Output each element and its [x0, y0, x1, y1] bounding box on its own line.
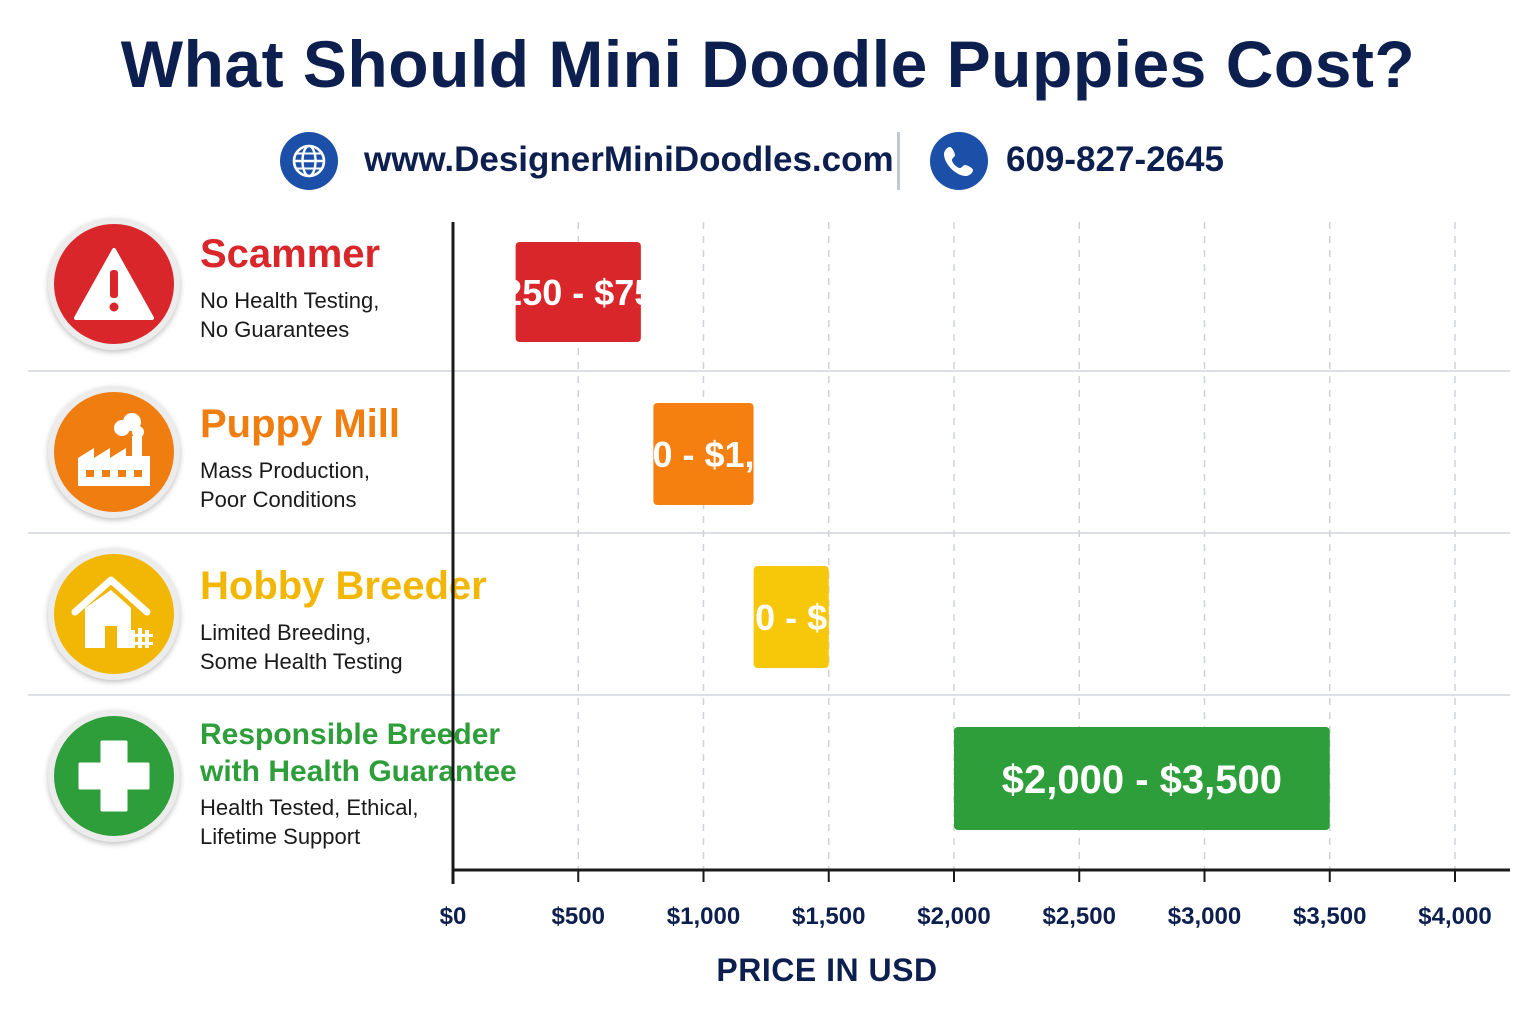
website-link[interactable]: www.DesignerMiniDoodles.com — [364, 140, 894, 179]
price-range-bar — [653, 403, 754, 505]
x-tick-label: $3,500 — [1293, 903, 1366, 930]
x-tick-label: $0 — [440, 903, 467, 930]
x-tick-label: $1,500 — [792, 903, 865, 930]
phone-icon — [930, 132, 988, 190]
category-responsible-breeder: Responsible Breeder with Health Guarante… — [0, 710, 517, 860]
row-divider — [28, 694, 1510, 696]
contact-bar: www.DesignerMiniDoodles.com 609-827-2645 — [0, 132, 1536, 192]
medical-cross-icon — [48, 710, 180, 842]
category-hobby-breeder: Hobby Breeder Limited Breeding, Some Hea… — [0, 548, 487, 688]
page-title: What Should Mini Doodle Puppies Cost? — [120, 27, 1416, 101]
price-range-label: $250 - $750 — [482, 272, 674, 313]
price-range-label: $800 - $1,200 — [592, 434, 814, 475]
row-divider — [28, 370, 1510, 372]
globe-icon — [280, 132, 338, 190]
price-range-bar — [753, 566, 829, 668]
x-tick-label: $3,000 — [1168, 903, 1241, 930]
price-range-label: $1,200 - $1,500 — [665, 597, 917, 638]
x-tick-label: $4,000 — [1418, 903, 1491, 930]
price-range-bar — [515, 242, 641, 342]
contact-divider — [897, 132, 900, 190]
house-icon — [48, 548, 180, 680]
phone-number[interactable]: 609-827-2645 — [1006, 140, 1224, 179]
x-tick-label: $2,500 — [1043, 903, 1116, 930]
x-axis-label: PRICE IN USD — [716, 952, 938, 988]
factory-icon — [48, 386, 180, 518]
category-scammer: Scammer No Health Testing, No Guarantees — [0, 218, 450, 358]
warning-icon — [48, 218, 180, 350]
category-name: Responsible Breeder with Health Guarante… — [200, 718, 517, 788]
category-description: Mass Production, Poor Conditions — [200, 458, 370, 512]
category-description: No Health Testing, No Guarantees — [200, 288, 380, 342]
x-tick-label: $2,000 — [917, 903, 990, 930]
category-puppy-mill: Puppy Mill Mass Production, Poor Conditi… — [0, 386, 450, 526]
category-description: Health Tested, Ethical, Lifetime Support — [200, 795, 419, 849]
category-name: Puppy Mill — [200, 402, 400, 446]
row-divider — [28, 532, 1510, 534]
category-name: Scammer — [200, 232, 381, 276]
category-description: Limited Breeding, Some Health Testing — [200, 620, 403, 674]
price-range-bar — [954, 727, 1330, 830]
x-tick-label: $500 — [552, 903, 605, 930]
category-name: Hobby Breeder — [200, 564, 487, 608]
price-range-label: $2,000 - $3,500 — [1002, 758, 1282, 802]
x-tick-label: $1,000 — [667, 903, 740, 930]
